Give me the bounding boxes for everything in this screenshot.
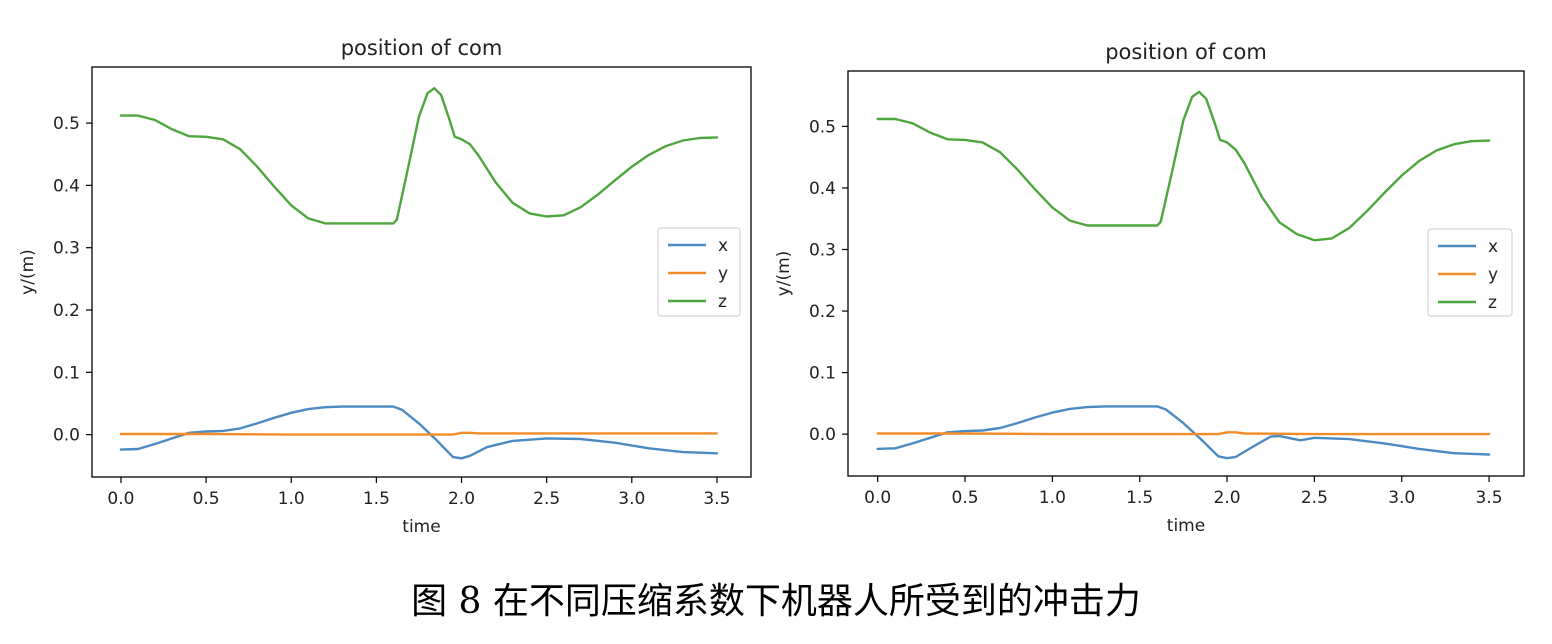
x-tick-label: 2.5 bbox=[1301, 488, 1328, 508]
legend-label-y: y bbox=[1488, 265, 1498, 285]
y-tick-label: 0.3 bbox=[53, 239, 80, 259]
x-tick-label: 3.0 bbox=[618, 489, 645, 509]
y-tick-label: 0.3 bbox=[809, 240, 836, 260]
plot-area-frame bbox=[91, 66, 752, 478]
x-tick-label: 1.0 bbox=[1039, 488, 1066, 508]
chart-title: position of com bbox=[1105, 40, 1267, 64]
legend-label-z: z bbox=[1488, 293, 1497, 313]
x-tick-label: 2.0 bbox=[1214, 488, 1241, 508]
y-tick-label: 0.1 bbox=[809, 364, 836, 384]
x-tick-label: 3.0 bbox=[1388, 488, 1415, 508]
y-axis-label: y/(m) bbox=[18, 249, 38, 295]
series-line-x bbox=[876, 405, 1491, 460]
x-tick-label: 1.5 bbox=[1126, 488, 1153, 508]
x-axis-label: time bbox=[402, 517, 440, 537]
x-tick-label: 0.0 bbox=[864, 488, 891, 508]
x-tick-label: 2.5 bbox=[533, 489, 560, 509]
plot-area-frame bbox=[847, 70, 1525, 477]
legend-label-y: y bbox=[718, 264, 728, 284]
x-tick-label: 3.5 bbox=[703, 489, 730, 509]
y-tick-label: 0.2 bbox=[53, 301, 80, 321]
legend: xyz bbox=[657, 227, 741, 317]
legend: xyz bbox=[1427, 228, 1513, 317]
x-tick-label: 2.0 bbox=[448, 489, 475, 509]
series-line-y bbox=[119, 431, 719, 436]
legend-label-x: x bbox=[718, 236, 728, 256]
y-axis-label: y/(m) bbox=[776, 251, 794, 297]
x-tick-label: 0.5 bbox=[952, 488, 979, 508]
x-tick-label: 3.5 bbox=[1476, 488, 1503, 508]
y-tick-label: 0.0 bbox=[809, 425, 836, 445]
x-tick-label: 1.0 bbox=[278, 489, 305, 509]
y-tick-label: 0.5 bbox=[809, 117, 836, 137]
legend-label-x: x bbox=[1488, 237, 1498, 257]
chart-right: 0.0 0.5 1.0 1.5 2.0 2.5 3.0 3.5 0.0 0.1 0.2 0.3 0.4 0… bbox=[776, 40, 1525, 536]
y-tick-label: 0.4 bbox=[809, 179, 836, 199]
legend-label-z: z bbox=[718, 292, 727, 312]
x-axis-label: time bbox=[1167, 516, 1205, 536]
y-tick-label: 0.5 bbox=[53, 114, 80, 134]
series-line-z bbox=[876, 90, 1491, 242]
y-tick-label: 0.0 bbox=[53, 426, 80, 446]
y-tick-label: 0.4 bbox=[53, 176, 80, 196]
series-line-z bbox=[119, 87, 719, 225]
series-line-y bbox=[876, 431, 1491, 436]
x-tick-label: 0.5 bbox=[193, 489, 220, 509]
figure-caption: 图 8 在不同压缩系数下机器人所受到的冲击力 bbox=[411, 581, 1141, 622]
chart-title: position of com bbox=[341, 36, 503, 60]
legend-box bbox=[1427, 228, 1513, 317]
y-tick-label: 0.1 bbox=[53, 363, 80, 383]
x-tick-label: 0.0 bbox=[107, 489, 134, 509]
series-line-x bbox=[119, 405, 719, 460]
chart-left: 0.0 0.5 1.0 1.5 2.0 2.5 3.0 3.5 0.0 0.1 0.2 0.3 0.4 0… bbox=[18, 36, 752, 537]
y-tick-label: 0.2 bbox=[809, 302, 836, 322]
x-tick-label: 1.5 bbox=[363, 489, 390, 509]
